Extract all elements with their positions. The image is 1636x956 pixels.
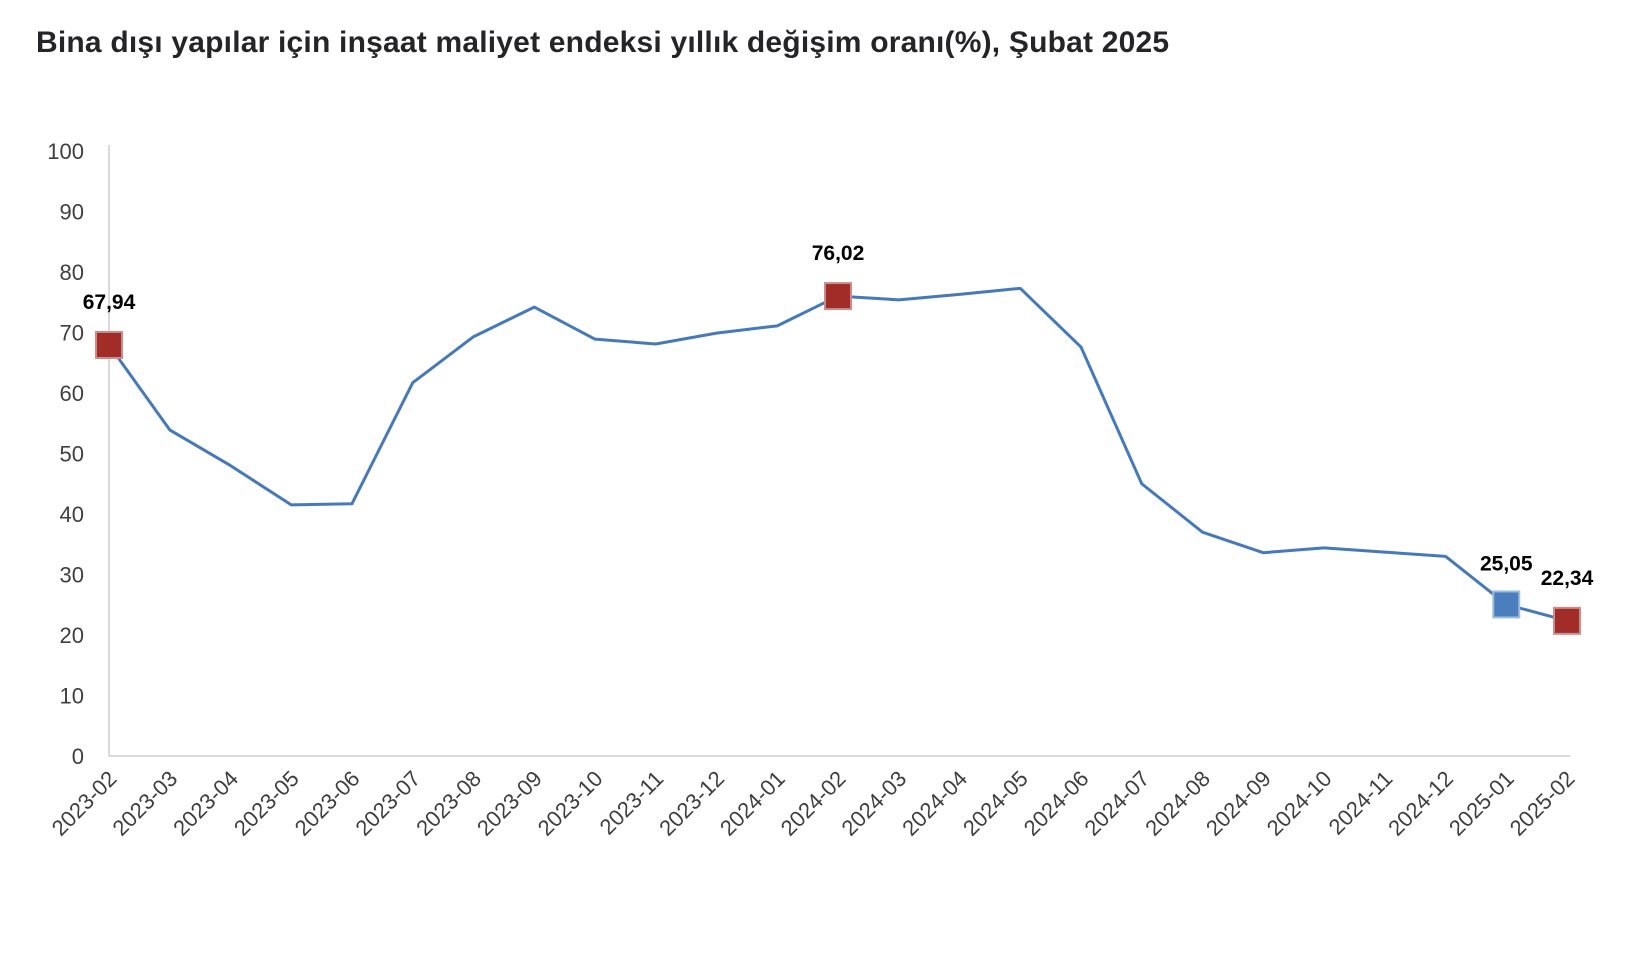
x-tick-label: 2024-10 [1262, 766, 1337, 841]
x-tick-label: 2023-06 [290, 766, 365, 841]
y-tick-label: 30 [60, 563, 84, 588]
x-tick-label: 2024-09 [1201, 766, 1276, 841]
x-tick-label: 2024-11 [1324, 766, 1398, 840]
x-tick-label: 2023-09 [472, 766, 547, 841]
y-tick-label: 20 [60, 623, 84, 648]
data-label-2024-02: 76,02 [812, 242, 865, 265]
y-tick-label: 100 [47, 139, 84, 164]
x-tick-label: 2023-11 [595, 766, 669, 840]
x-tick-label: 2023-07 [351, 766, 426, 841]
x-tick-label: 2025-02 [1505, 766, 1580, 841]
x-tick-label: 2024-08 [1140, 766, 1215, 841]
x-tick-label: 2024-12 [1383, 766, 1458, 841]
x-tick-label: 2025-01 [1444, 766, 1519, 841]
highlight-marker-2023-02 [95, 330, 123, 359]
y-tick-label: 50 [60, 442, 84, 467]
y-tick-label: 10 [60, 684, 84, 709]
data-label-2023-02: 67,94 [83, 291, 136, 314]
x-tick-label: 2024-06 [1019, 766, 1094, 841]
x-tick-label: 2024-02 [776, 766, 851, 841]
x-tick-label: 2024-01 [715, 766, 790, 841]
x-tick-label: 2023-03 [108, 766, 183, 841]
x-tick-label: 2024-07 [1080, 766, 1155, 841]
x-tick-label: 2024-05 [958, 766, 1033, 841]
x-tick-label: 2023-10 [533, 766, 608, 841]
x-tick-label: 2023-04 [168, 766, 243, 841]
chart-title: Bina dışı yapılar için inşaat maliyet en… [36, 26, 1170, 59]
data-label-2025-01: 25,05 [1480, 552, 1533, 575]
x-tick-label: 2023-02 [47, 766, 122, 841]
highlight-marker-2024-02 [824, 282, 852, 311]
x-tick-label: 2023-08 [411, 766, 486, 841]
y-tick-label: 70 [60, 321, 84, 346]
x-tick-label: 2024-04 [897, 766, 972, 841]
highlight-marker-2025-01 [1492, 590, 1521, 619]
data-series-line [107, 286, 1569, 623]
y-tick-label: 90 [60, 200, 84, 225]
x-tick-label: 2023-05 [229, 766, 304, 841]
y-tick-label: 60 [60, 381, 84, 406]
x-tick-label: 2023-12 [654, 766, 729, 841]
highlight-marker-2025-02 [1553, 606, 1581, 635]
y-tick-label: 40 [60, 502, 84, 527]
x-tick-label: 2024-03 [837, 766, 912, 841]
y-tick-label: 80 [60, 260, 84, 285]
data-label-2025-02: 22,34 [1541, 567, 1594, 590]
y-tick-label: 0 [72, 744, 84, 769]
